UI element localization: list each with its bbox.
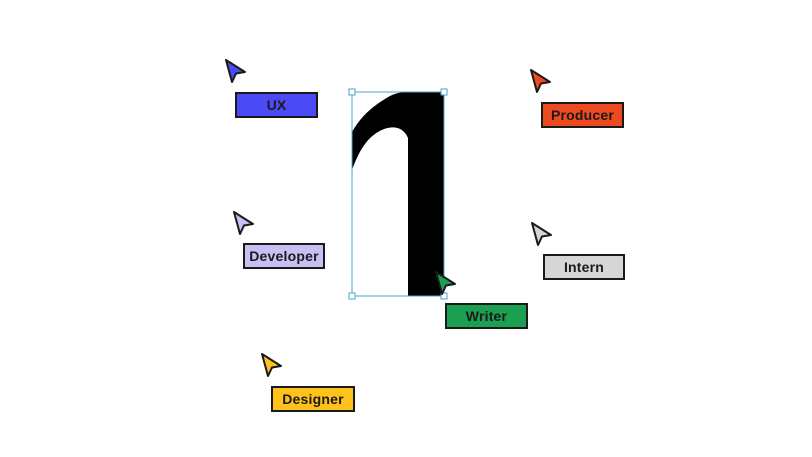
selection-handle-bottom-left[interactable] xyxy=(348,292,356,300)
collaborator-label-intern: Intern xyxy=(543,254,625,280)
selection-handle-top-left[interactable] xyxy=(348,88,356,96)
collaborator-label-writer: Writer xyxy=(445,303,528,329)
collaborator-label-producer: Producer xyxy=(541,102,624,128)
pointer-cursor-icon xyxy=(224,58,248,84)
pointer-cursor-icon xyxy=(530,221,554,247)
pointer-cursor-icon xyxy=(529,68,553,94)
pointer-cursor-icon xyxy=(260,352,284,378)
collaborator-label-ux: UX xyxy=(235,92,318,118)
pointer-cursor-icon xyxy=(434,270,458,296)
selected-glyph-frame[interactable] xyxy=(348,88,448,300)
pointer-cursor-icon xyxy=(232,210,256,236)
collaborator-label-developer: Developer xyxy=(243,243,325,269)
selection-handle-bottom-right[interactable] xyxy=(440,292,448,300)
selection-box xyxy=(351,91,445,297)
glyph-one-shape xyxy=(352,92,444,296)
selection-handle-top-right[interactable] xyxy=(440,88,448,96)
collaborator-label-designer: Designer xyxy=(271,386,355,412)
